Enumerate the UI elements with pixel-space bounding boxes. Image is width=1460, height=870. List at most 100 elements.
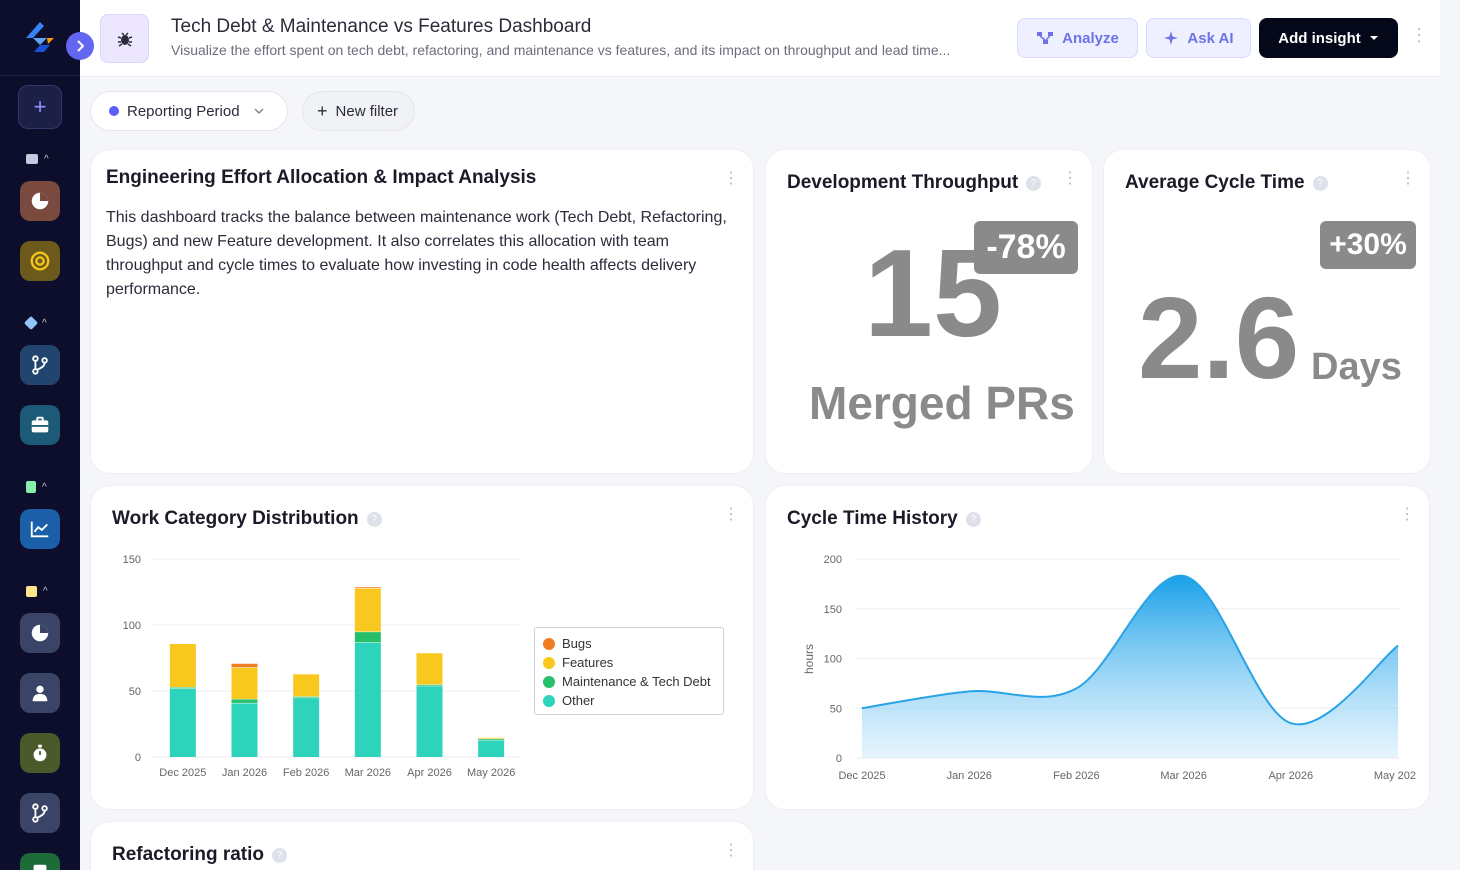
page-title: Tech Debt & Maintenance vs Features Dash…: [171, 16, 592, 37]
sidebar-item-target[interactable]: [20, 241, 60, 281]
legend-dot-icon: [543, 675, 555, 688]
summary-card: Engineering Effort Allocation & Impact A…: [90, 149, 754, 474]
help-icon[interactable]: ?: [1312, 175, 1328, 191]
app-logo[interactable]: [22, 20, 58, 56]
help-icon[interactable]: ?: [272, 847, 288, 863]
legend-label: Other: [562, 693, 595, 708]
page-subtitle: Visualize the effort spent on tech debt,…: [171, 42, 951, 58]
summary-title: Engineering Effort Allocation & Impact A…: [106, 167, 537, 188]
briefcase-icon: [31, 416, 49, 433]
page-header: Tech Debt & Maintenance vs Features Dash…: [80, 0, 1440, 77]
refactoring-card: Refactoring ratio ? ⋮: [90, 821, 754, 870]
help-icon[interactable]: ?: [1026, 175, 1042, 191]
caret-down-icon: [1369, 36, 1378, 40]
y-tick-label: 100: [123, 620, 141, 632]
legend-item[interactable]: Maintenance & Tech Debt: [543, 672, 715, 691]
bar-segment: [231, 702, 258, 757]
analyze-icon: [1037, 32, 1054, 44]
ask-ai-button[interactable]: Ask AI: [1146, 18, 1251, 58]
bar-segment: [478, 737, 505, 739]
y-tick-label: 150: [824, 604, 842, 616]
x-tick-label: Apr 2026: [1268, 770, 1313, 782]
legend-label: Bugs: [562, 636, 592, 651]
x-tick-label: Dec 2025: [159, 767, 206, 779]
document-icon: [26, 481, 36, 493]
sidebar-item-timer[interactable]: [20, 733, 60, 773]
bar-segment: [354, 631, 381, 643]
tag-icon: [23, 315, 39, 331]
legend-item[interactable]: Other: [543, 691, 715, 710]
bar-segment: [478, 738, 505, 740]
sidebar-item-sheet[interactable]: [20, 853, 60, 870]
legend-item[interactable]: Bugs: [543, 634, 715, 653]
legend-label: Maintenance & Tech Debt: [562, 674, 711, 689]
bar-segment: [231, 667, 258, 699]
sidebar-section-toggle[interactable]: ^: [26, 152, 62, 166]
throughput-title: Development Throughput: [787, 172, 1019, 193]
chevron-up-icon: ^: [44, 153, 49, 165]
chevron-up-icon: ^: [42, 317, 47, 329]
sparkle-icon: [1164, 31, 1179, 45]
dashboard-icon: [100, 14, 149, 63]
card-more-icon[interactable]: ⋮: [1400, 170, 1416, 187]
throughput-title-wrap: Development Throughput ?: [787, 172, 1042, 194]
y-tick-label: 0: [836, 753, 842, 765]
sidebar-section-toggle[interactable]: ^: [23, 315, 62, 331]
sidebar-item-briefcase[interactable]: [20, 405, 60, 445]
header-more-icon[interactable]: ⋮: [1410, 25, 1428, 45]
sidebar-item-pie[interactable]: [20, 613, 60, 653]
y-tick-label: 150: [123, 554, 141, 566]
legend-dot-icon: [543, 656, 555, 669]
cycle-title-wrap: Average Cycle Time ?: [1125, 172, 1328, 194]
reporting-period-label: Reporting Period: [127, 102, 240, 120]
sidebar-item-branch-2[interactable]: [20, 793, 60, 833]
sidebar-item-pie-orange[interactable]: [20, 181, 60, 221]
add-insight-button[interactable]: Add insight: [1259, 18, 1398, 58]
card-more-icon[interactable]: ⋮: [723, 170, 739, 187]
add-insight-label: Add insight: [1278, 29, 1361, 47]
status-dot-icon: [109, 106, 119, 116]
y-tick-label: 100: [824, 654, 842, 666]
sidebar-section-toggle[interactable]: ^: [26, 480, 62, 494]
refactor-title-wrap: Refactoring ratio ?: [112, 844, 288, 866]
help-icon[interactable]: ?: [965, 511, 981, 527]
work-dist-title-wrap: Work Category Distribution ?: [112, 508, 382, 530]
cycle-time-value: 2.6: [1138, 273, 1300, 403]
reporting-period-filter[interactable]: Reporting Period: [90, 91, 288, 131]
sidebar-divider: [0, 75, 80, 76]
new-dashboard-button[interactable]: +: [18, 85, 62, 129]
legend-dot-icon: [543, 637, 555, 650]
sidebar-item-user[interactable]: [20, 673, 60, 713]
chevron-up-icon: ^: [43, 585, 48, 597]
bar-segment: [416, 685, 443, 757]
card-more-icon[interactable]: ⋮: [723, 842, 739, 859]
git-branch-icon: [32, 355, 48, 375]
work-dist-title: Work Category Distribution: [112, 508, 359, 529]
plus-icon: +: [317, 101, 328, 121]
card-more-icon[interactable]: ⋮: [723, 506, 739, 523]
target-icon: [30, 251, 50, 271]
throughput-change-badge: -78%: [974, 221, 1078, 274]
git-branch-icon: [32, 803, 48, 823]
y-tick-label: 50: [129, 686, 141, 698]
sidebar: + ^ ^ ^ ^: [0, 0, 80, 870]
bar-segment: [231, 663, 258, 668]
history-title-wrap: Cycle Time History ?: [787, 508, 981, 530]
x-tick-label: Dec 2025: [838, 770, 885, 782]
legend-label: Features: [562, 655, 614, 670]
sidebar-section-toggle[interactable]: ^: [26, 584, 62, 598]
new-filter-button[interactable]: + New filter: [302, 91, 415, 131]
sidebar-item-line-chart[interactable]: [20, 509, 60, 549]
bar-segment: [354, 642, 381, 757]
bug-icon: [117, 31, 132, 47]
sidebar-expand-button[interactable]: [66, 32, 94, 60]
card-more-icon[interactable]: ⋮: [1399, 506, 1415, 523]
bar-segment: [478, 739, 505, 757]
analyze-button[interactable]: Analyze: [1017, 18, 1138, 58]
sidebar-item-branch[interactable]: [20, 345, 60, 385]
legend-item[interactable]: Features: [543, 653, 715, 672]
throughput-card: Development Throughput ? ⋮ 15 -78% Merge…: [765, 149, 1093, 474]
cycle-time-unit: Days: [1311, 346, 1402, 388]
help-icon[interactable]: ?: [366, 511, 382, 527]
card-more-icon[interactable]: ⋮: [1062, 170, 1078, 187]
